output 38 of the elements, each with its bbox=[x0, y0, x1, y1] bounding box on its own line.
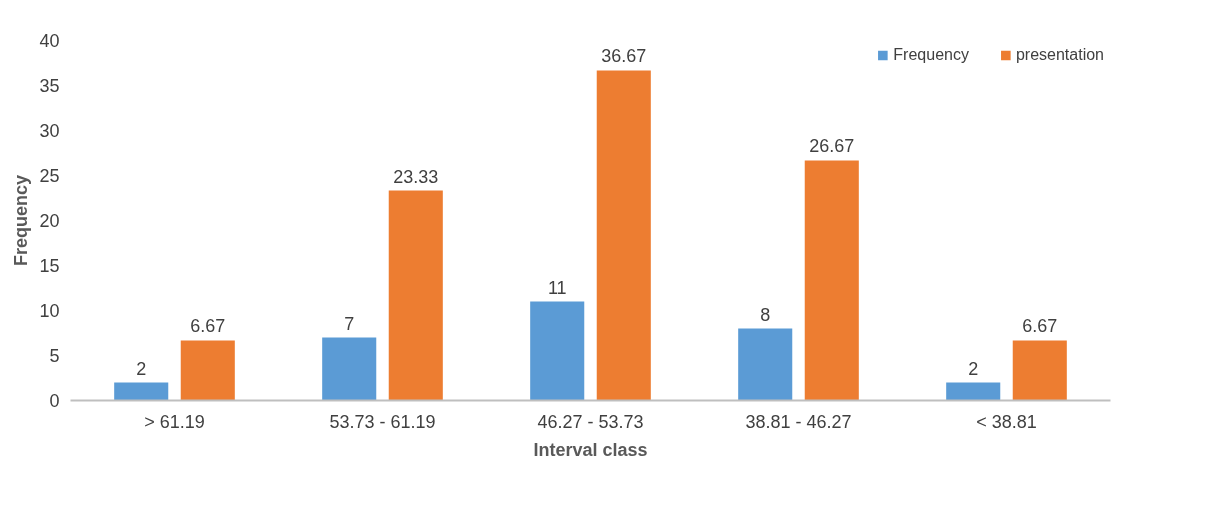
bar bbox=[1012, 340, 1067, 401]
y-tick-label: 40 bbox=[39, 31, 60, 51]
y-tick-label: 25 bbox=[39, 166, 60, 186]
legend-label: presentation bbox=[1015, 46, 1104, 64]
y-tick-label: 10 bbox=[39, 301, 60, 321]
y-axis-title: Frequency bbox=[11, 174, 32, 267]
data-label: 2 bbox=[136, 358, 147, 379]
data-label: 23.33 bbox=[393, 166, 439, 187]
x-tick-label: 38.81 - 46.27 bbox=[745, 411, 852, 432]
legend-label: Frequency bbox=[893, 46, 969, 64]
data-label: 6.67 bbox=[1022, 316, 1058, 337]
data-label: 8 bbox=[760, 304, 771, 325]
y-tick-label: 30 bbox=[39, 121, 60, 141]
bar bbox=[804, 160, 859, 401]
y-tick-label: 0 bbox=[49, 391, 60, 411]
x-tick-label: > 61.19 bbox=[144, 411, 205, 432]
data-label: 26.67 bbox=[809, 136, 855, 157]
y-tick-label: 5 bbox=[49, 346, 60, 366]
bar bbox=[388, 190, 443, 401]
x-tick-label: 53.73 - 61.19 bbox=[329, 411, 436, 432]
bar bbox=[530, 301, 585, 401]
data-label: 7 bbox=[344, 313, 355, 334]
bar bbox=[180, 340, 235, 401]
y-tick-label: 20 bbox=[39, 211, 60, 231]
x-tick-label: 46.27 - 53.73 bbox=[537, 411, 644, 432]
y-tick-label: 15 bbox=[39, 256, 60, 276]
x-tick-label: < 38.81 bbox=[976, 411, 1037, 432]
data-label: 2 bbox=[968, 358, 979, 379]
data-label: 11 bbox=[547, 277, 567, 298]
x-axis-title: Interval class bbox=[533, 439, 648, 460]
data-label: 36.67 bbox=[601, 46, 647, 67]
bar bbox=[596, 70, 651, 401]
bar bbox=[322, 337, 377, 401]
bar bbox=[738, 328, 793, 401]
y-tick-label: 35 bbox=[39, 76, 60, 96]
data-label: 6.67 bbox=[190, 316, 226, 337]
bar bbox=[114, 382, 169, 401]
bar bbox=[946, 382, 1001, 401]
